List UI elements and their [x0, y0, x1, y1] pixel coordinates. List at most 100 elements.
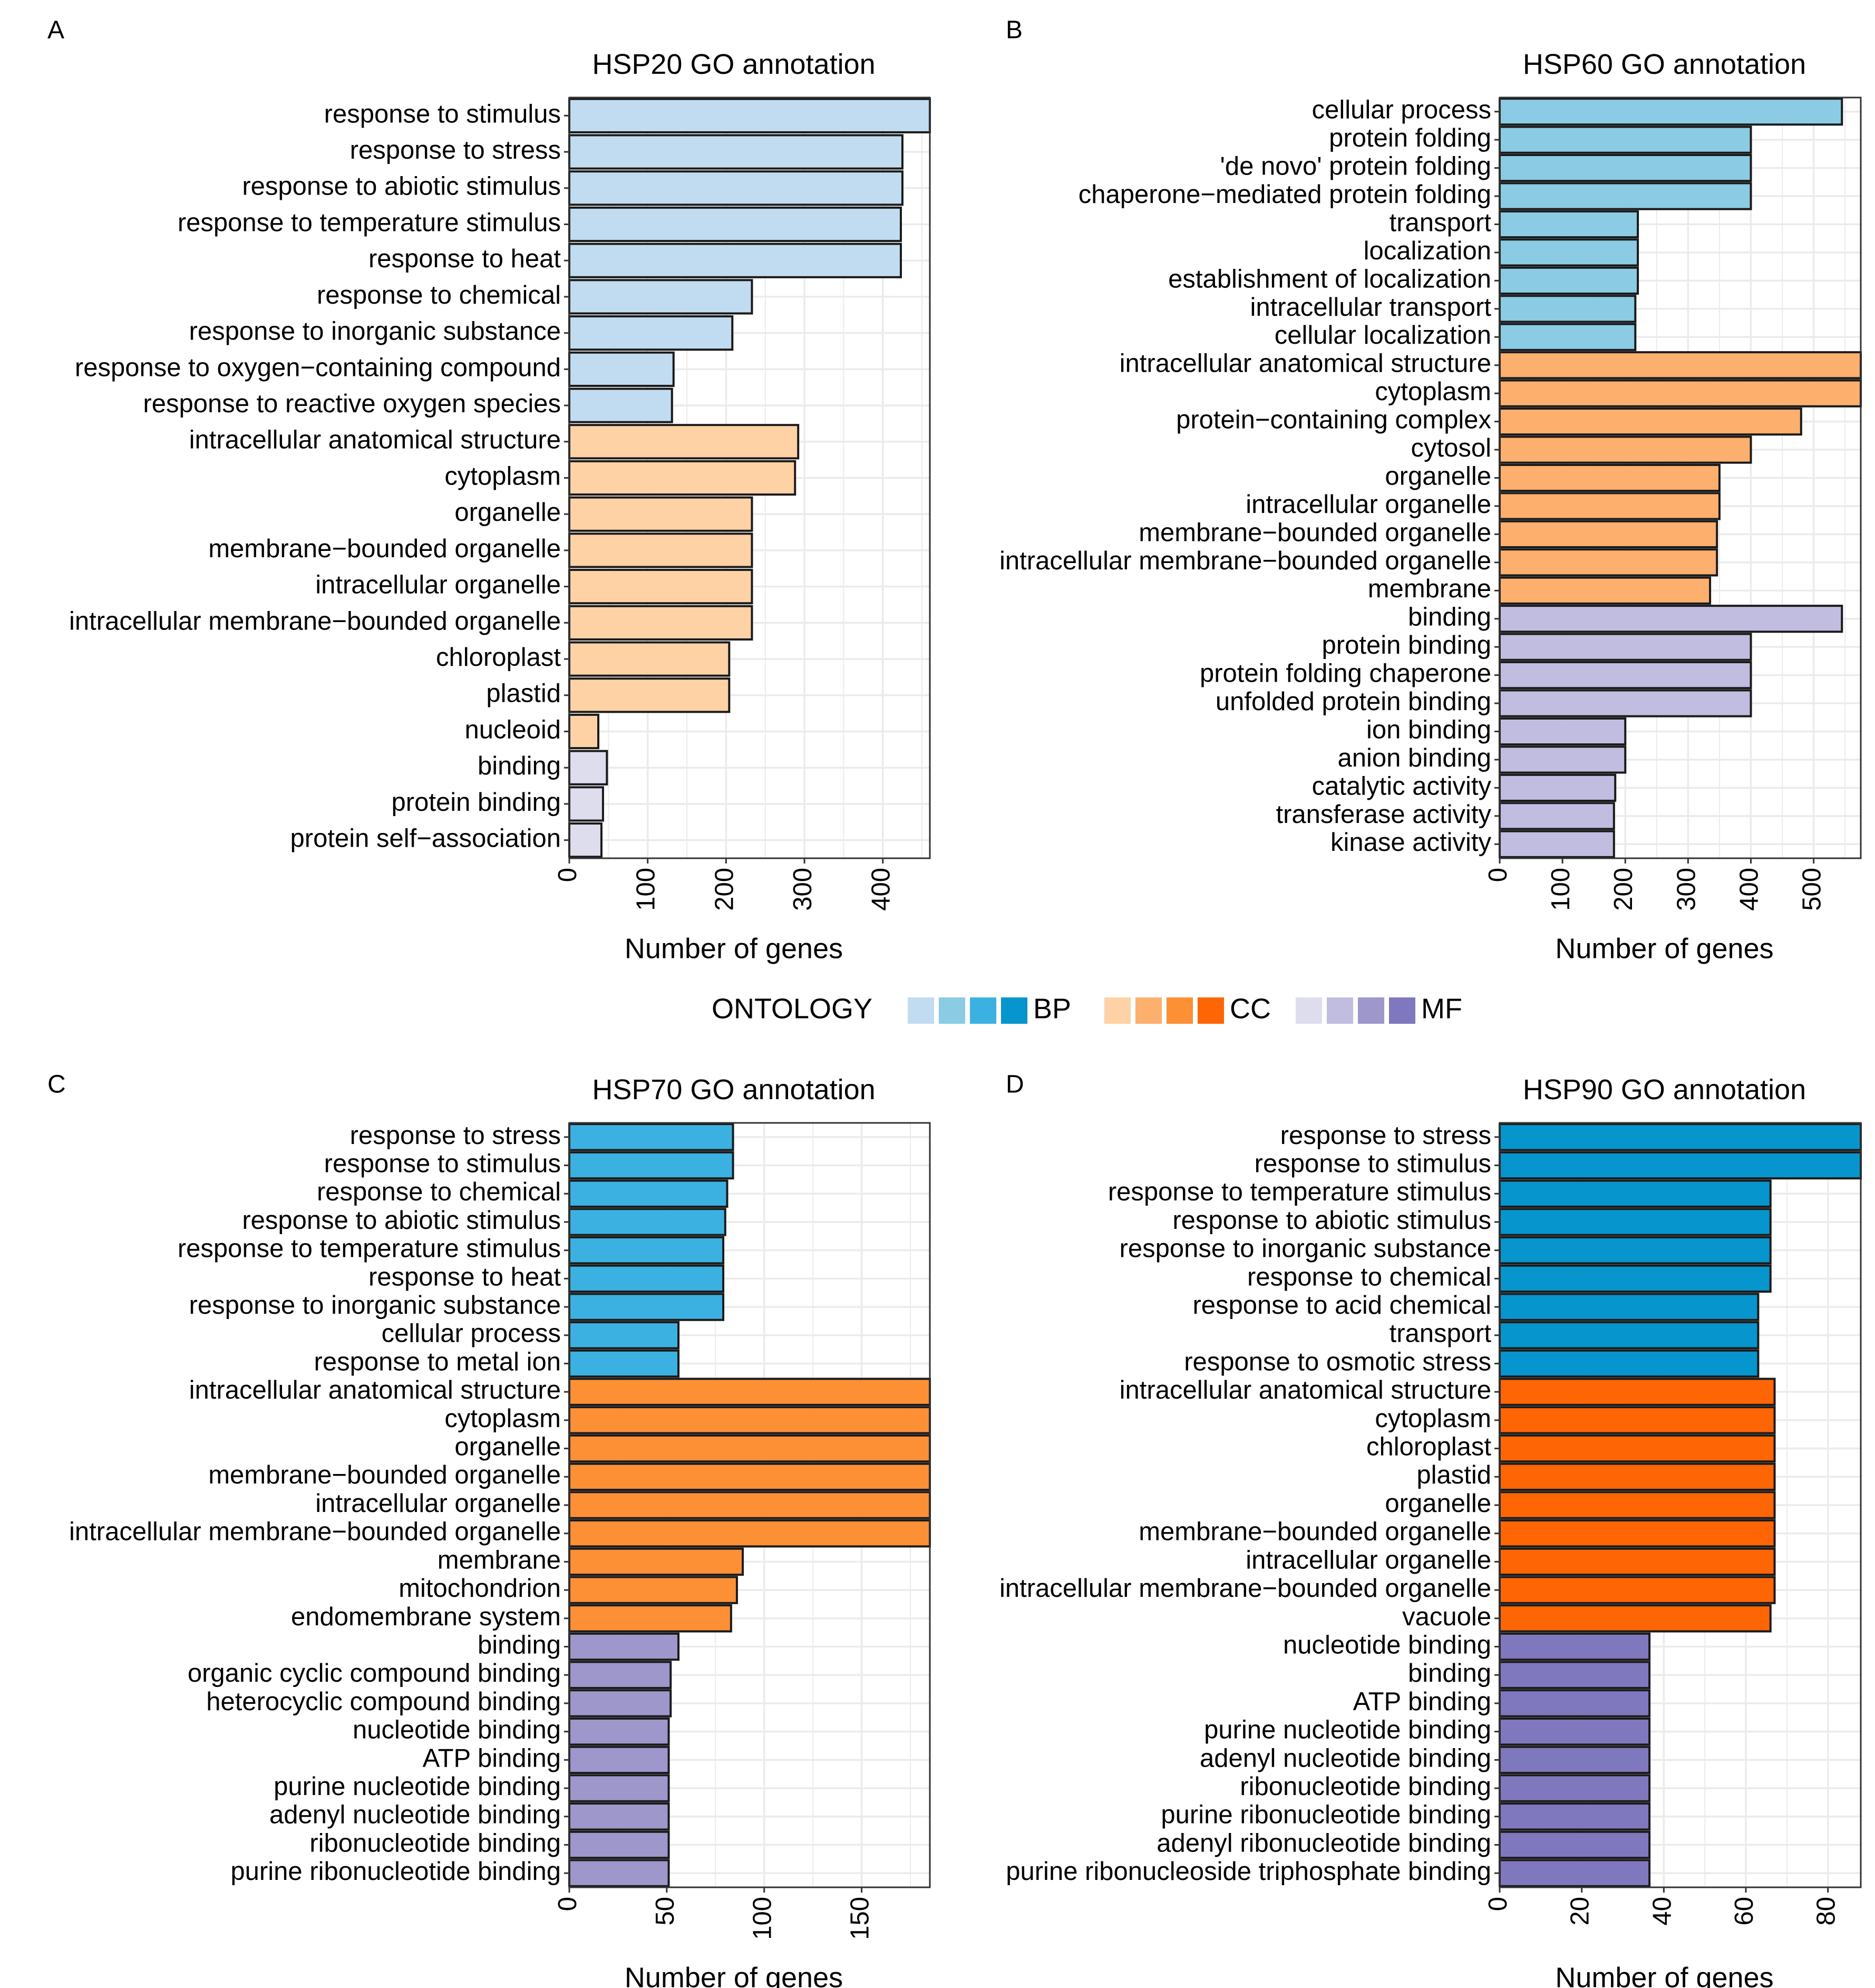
legend-swatch: [939, 997, 965, 1024]
category-label: unfolded protein binding: [1216, 687, 1491, 716]
category-label: anion binding: [1337, 744, 1491, 772]
chart-title: HSP90 GO annotation: [1523, 1074, 1806, 1105]
bar: [1499, 802, 1615, 830]
x-axis-title: Number of genes: [1555, 933, 1773, 964]
bars: [568, 98, 931, 858]
bar: [568, 822, 603, 858]
category-label: intracellular anatomical structure: [1120, 1376, 1491, 1404]
category-label: intracellular membrane−bounded organelle: [69, 607, 561, 635]
bar: [568, 605, 753, 641]
category-label: response to stress: [350, 1121, 561, 1150]
bar: [568, 279, 753, 315]
category-label: protein folding chaperone: [1200, 660, 1491, 688]
bar: [568, 1123, 734, 1151]
category-label: transport: [1390, 208, 1492, 237]
x-axis-title: Number of genes: [1555, 1962, 1773, 1988]
bar: [1499, 1519, 1776, 1548]
category-label: cellular process: [1312, 96, 1491, 124]
x-tick-label: 100: [632, 868, 660, 911]
category-label: purine nucleotide binding: [1204, 1716, 1491, 1744]
bar: [1499, 238, 1639, 267]
bar: [568, 1151, 734, 1180]
category-label: response to abiotic stimulus: [242, 172, 561, 201]
plot-border: [1499, 96, 1862, 859]
bar: [568, 1632, 680, 1661]
category-label: intracellular organelle: [1246, 490, 1491, 519]
bar: [568, 1208, 726, 1236]
legend-swatch: [1327, 997, 1353, 1024]
category-label: organelle: [1385, 1489, 1491, 1518]
bar: [1499, 1491, 1776, 1519]
bars: [1499, 1123, 1862, 1887]
x-tick-label: 300: [1672, 868, 1701, 911]
category-label: kinase activity: [1330, 828, 1492, 857]
category-label: response to stimulus: [1255, 1149, 1491, 1178]
category-label: nucleotide binding: [353, 1716, 561, 1744]
x-tick-label: 50: [651, 1897, 679, 1926]
bar: [568, 98, 931, 133]
bar: [568, 1179, 728, 1208]
bars: [1499, 98, 1862, 858]
x-axis: 0 100 200 300 400: [553, 858, 896, 911]
bar: [568, 460, 796, 496]
category-label: response to abiotic stimulus: [242, 1206, 561, 1235]
bar: [1499, 1123, 1862, 1151]
x-axis: 0 100 200 300 400 500: [1484, 858, 1827, 911]
bar: [1499, 1830, 1651, 1859]
bars: [568, 1123, 931, 1887]
bar: [568, 569, 753, 605]
category-label: cellular process: [382, 1320, 561, 1348]
bar: [1499, 773, 1617, 802]
legend-swatch: [1104, 997, 1131, 1024]
bar: [568, 1378, 931, 1406]
bar: [568, 170, 904, 206]
bar: [568, 532, 753, 568]
category-label: response to inorganic substance: [189, 317, 561, 346]
bar: [1499, 1774, 1651, 1802]
bar: [1499, 492, 1721, 520]
x-tick-label: 0: [1484, 1897, 1512, 1911]
x-tick-label: 200: [710, 868, 739, 911]
bar: [1499, 1151, 1862, 1180]
bar: [568, 1434, 931, 1463]
category-label: membrane−bounded organelle: [1139, 518, 1491, 547]
x-axis: 0 50 100 150: [553, 1887, 875, 1940]
bar: [1499, 1661, 1651, 1689]
category-label: purine ribonucleoside triphosphate bindi…: [1006, 1857, 1491, 1886]
bar: [1499, 1264, 1772, 1293]
x-tick-label: 100: [1547, 868, 1575, 911]
legend-swatch: [1389, 997, 1415, 1024]
legend-group-cc: CC: [1104, 993, 1271, 1024]
bar: [568, 1859, 670, 1887]
category-label: protein binding: [1322, 631, 1491, 660]
bar: [568, 1519, 931, 1548]
bar: [1499, 1378, 1776, 1406]
category-label: membrane−bounded organelle: [208, 535, 561, 563]
bar: [568, 1689, 672, 1718]
category-label: organelle: [1385, 462, 1491, 490]
panel-letter: B: [1006, 16, 1023, 44]
category-label: intracellular organelle: [315, 1489, 561, 1518]
bar: [1499, 1406, 1776, 1434]
category-label: protein−containing complex: [1176, 406, 1491, 434]
bar: [568, 1293, 725, 1321]
category-label: intracellular anatomical structure: [189, 1376, 561, 1404]
bar: [1499, 689, 1752, 717]
x-axis: 0 20 40 60 80: [1484, 1887, 1841, 1926]
category-label: localization: [1364, 237, 1491, 265]
category-label: cytoplasm: [1375, 1404, 1491, 1433]
category-label: response to acid chemical: [1192, 1291, 1491, 1320]
category-label: organelle: [454, 498, 561, 527]
bar: [568, 206, 902, 243]
bar: [568, 1462, 931, 1491]
bar: [1499, 830, 1615, 858]
category-label: intracellular membrane−bounded organelle: [999, 547, 1491, 575]
category-label: intracellular transport: [1250, 293, 1491, 322]
x-tick-label: 400: [1735, 868, 1763, 911]
category-label: adenyl ribonucleotide binding: [1157, 1829, 1491, 1857]
bar: [1499, 351, 1862, 380]
category-label: protein binding: [392, 788, 561, 817]
category-label: mitochondrion: [399, 1574, 561, 1603]
category-label: response to stress: [350, 136, 561, 164]
